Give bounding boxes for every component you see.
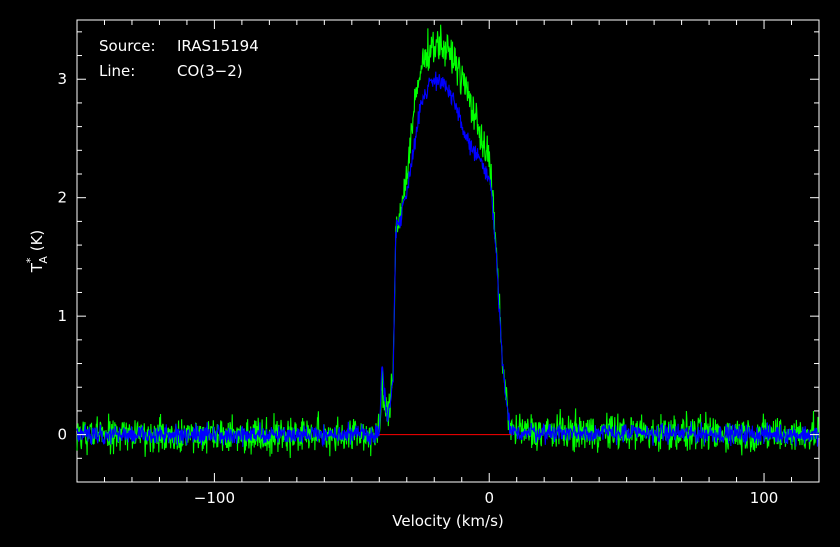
svg-text:T*A (K): T*A (K): [24, 230, 50, 274]
series-layer: [76, 24, 820, 458]
x-tick-label: 100: [750, 489, 779, 507]
ticks-layer: −100 0 100 0 1 2 3: [57, 20, 820, 507]
x-tick-label: −100: [194, 489, 235, 507]
x-axis-title: Velocity (km/s): [392, 512, 503, 530]
y-axis-title: T*A (K): [24, 230, 50, 274]
source-label: Source:: [99, 37, 156, 55]
y-axis-title-sub: A: [37, 256, 50, 264]
y-tick-label: 3: [57, 70, 67, 88]
y-axis-title-sup: *: [24, 257, 37, 263]
line-value: CO(3−2): [177, 62, 243, 80]
source-value: IRAS15194: [177, 37, 259, 55]
plot-frame: [76, 19, 820, 483]
x-tick-label: 0: [484, 489, 494, 507]
y-tick-label: 2: [57, 189, 67, 207]
y-axis-title-main: T: [28, 262, 46, 273]
y-tick-label: 1: [57, 307, 67, 325]
y-tick-label: 0: [57, 426, 67, 444]
line-label: Line:: [99, 62, 135, 80]
y-axis-title-unit: (K): [28, 230, 46, 256]
series-line-2: [76, 71, 820, 448]
series-line-1: [76, 24, 820, 458]
